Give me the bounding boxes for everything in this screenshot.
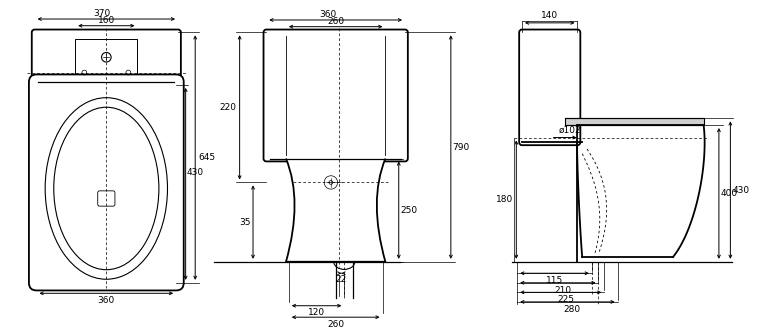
Text: 400: 400 [721, 189, 738, 198]
Text: 225: 225 [557, 296, 574, 305]
Text: 790: 790 [452, 143, 469, 152]
Text: 360: 360 [98, 297, 115, 306]
Text: 645: 645 [198, 153, 215, 162]
Text: 250: 250 [400, 206, 418, 215]
Text: 220: 220 [220, 103, 237, 112]
Text: ø102: ø102 [558, 125, 581, 134]
Text: 280: 280 [564, 305, 581, 314]
Bar [76, 39, 138, 75]
Text: 260: 260 [327, 18, 345, 26]
Text: 430: 430 [186, 168, 204, 177]
Text: 370: 370 [93, 9, 110, 18]
FancyBboxPatch shape [264, 29, 408, 162]
Text: 22: 22 [336, 275, 347, 284]
Ellipse shape [53, 107, 159, 270]
Text: 360: 360 [319, 10, 337, 19]
Text: 120: 120 [308, 308, 325, 317]
Text: 115: 115 [546, 276, 563, 285]
FancyBboxPatch shape [29, 74, 183, 290]
FancyBboxPatch shape [98, 191, 115, 206]
Text: 430: 430 [733, 186, 749, 195]
Text: 180: 180 [496, 195, 513, 204]
Text: 260: 260 [327, 320, 345, 329]
Text: 35: 35 [240, 217, 251, 227]
Text: 140: 140 [541, 11, 558, 20]
Text: 210: 210 [554, 286, 571, 295]
FancyBboxPatch shape [32, 29, 181, 85]
PathPatch shape [286, 159, 385, 262]
Text: 160: 160 [98, 17, 115, 25]
Ellipse shape [45, 98, 167, 279]
FancyBboxPatch shape [520, 29, 581, 145]
Bar [565, 118, 704, 125]
